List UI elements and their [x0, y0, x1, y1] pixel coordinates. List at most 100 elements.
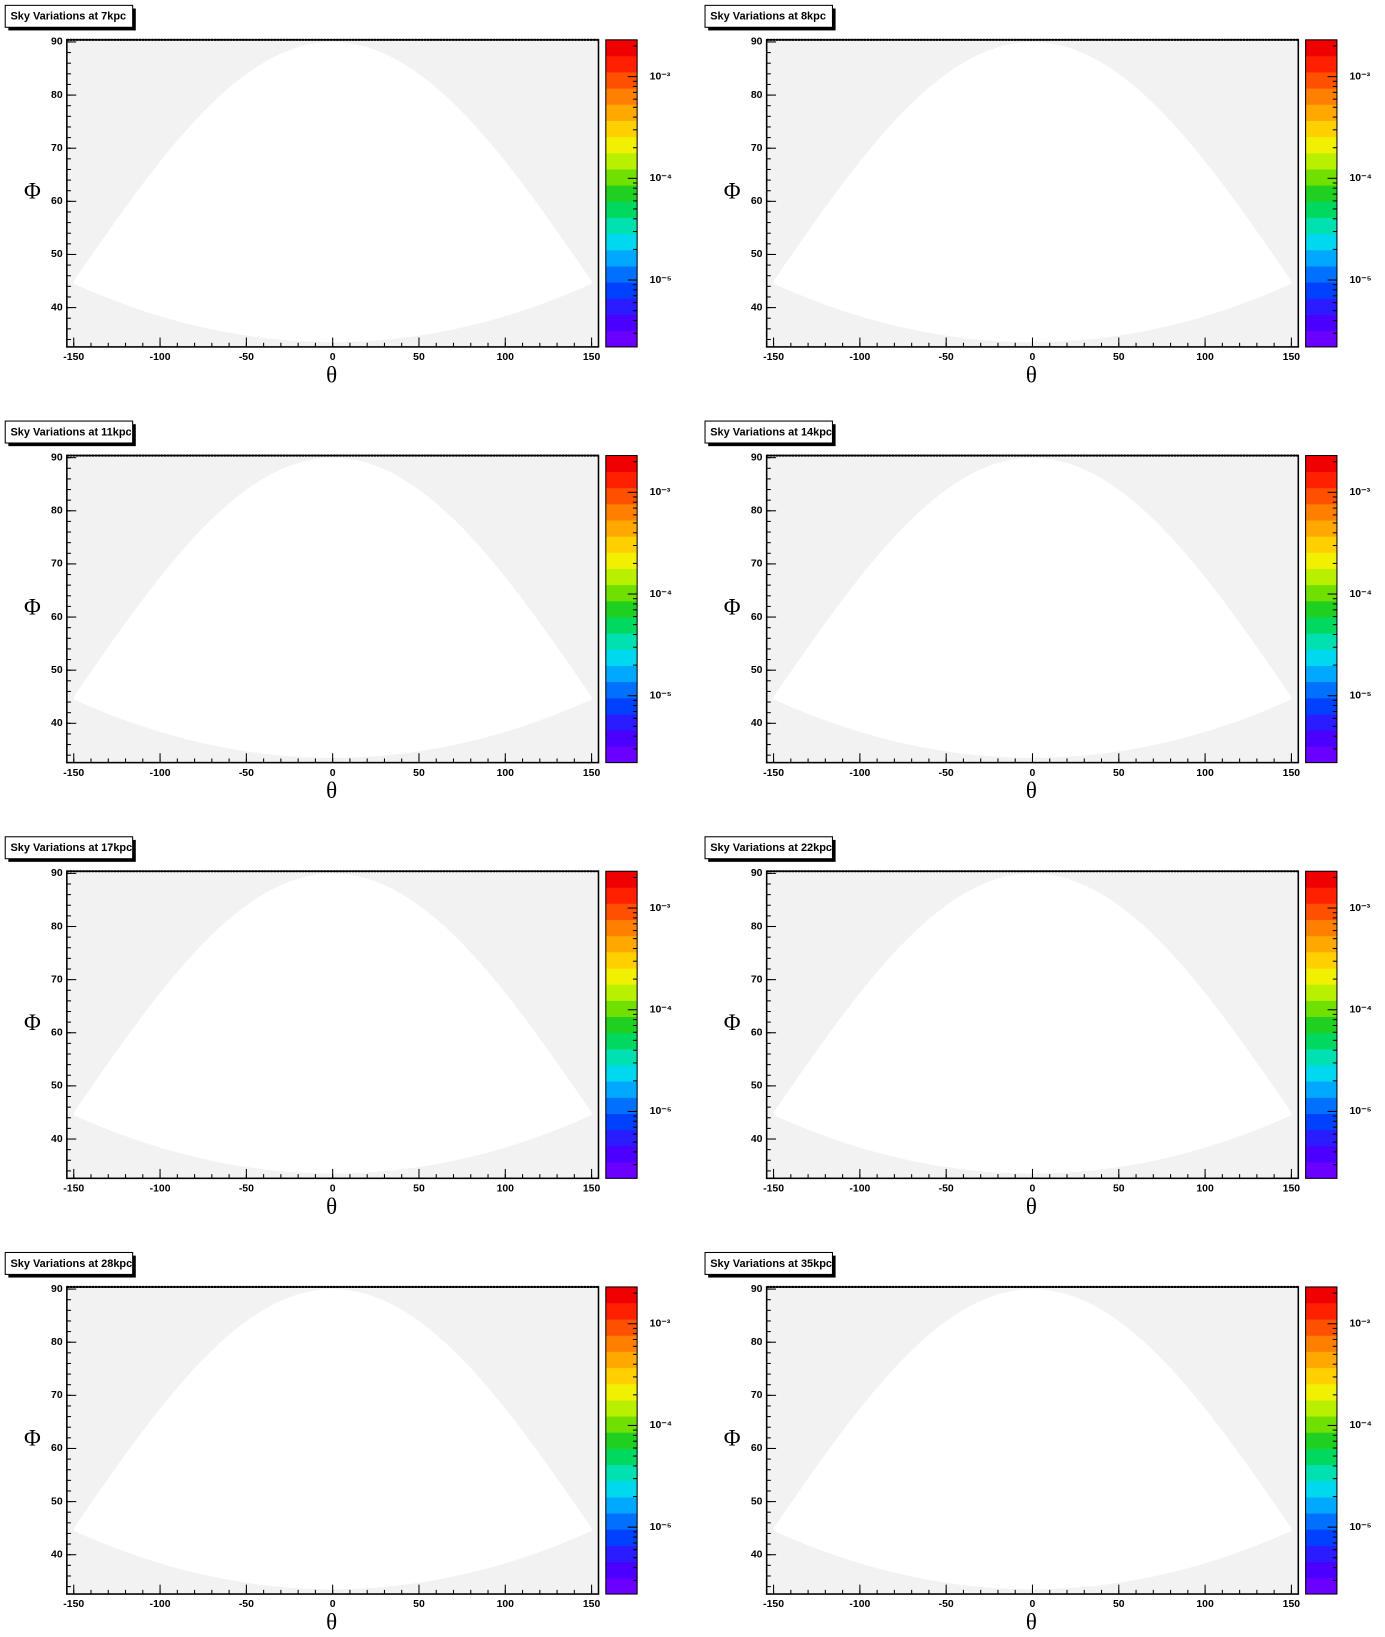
colorbar-cell	[1305, 676, 1337, 683]
x-tick-label: -50	[939, 1599, 954, 1610]
colorbar-cell	[605, 1518, 638, 1525]
colorbar-cell	[1305, 293, 1337, 299]
colorbar-tick-label: 10⁻⁵	[650, 691, 672, 702]
colorbar-cell	[1305, 654, 1337, 661]
colorbar-cell	[1305, 1545, 1337, 1552]
colorbar-cell	[605, 126, 638, 132]
colorbar-cell	[605, 1097, 638, 1104]
x-tick-label: -150	[763, 768, 784, 779]
colorbar-cell	[605, 584, 638, 591]
colorbar-cell	[1305, 1059, 1337, 1066]
x-tick-label: 100	[1196, 1599, 1214, 1610]
colorbar-cell	[1305, 244, 1337, 251]
title-box	[704, 420, 833, 444]
panel: -150 -100 -50 0 50 100 150 40 50 60 70 80 90 θ Φ 10⁻⁵ 10…	[4, 1251, 672, 1635]
y-tick-label: 60	[51, 612, 63, 623]
colorbar-cell	[605, 1005, 638, 1012]
y-tick-label: 40	[751, 302, 763, 313]
colorbar-cell	[605, 536, 638, 543]
colorbar-cell	[1305, 142, 1337, 148]
colorbar-cell	[605, 995, 638, 1001]
colorbar-cell	[605, 687, 638, 693]
colorbar-cell	[1305, 77, 1337, 84]
colorbar-cell	[605, 1480, 638, 1487]
colorbar-cell	[1305, 989, 1337, 996]
colorbar-cell	[1305, 1151, 1337, 1158]
x-tick-label: 0	[1030, 1599, 1036, 1610]
x-tick-label: 100	[497, 1599, 515, 1610]
colorbar-cell	[1305, 185, 1337, 191]
colorbar-cell	[605, 919, 638, 926]
colorbar-cell	[605, 697, 638, 704]
x-tick-label: 50	[413, 1184, 425, 1195]
colorbar-cell	[1305, 1156, 1337, 1163]
colorbar-cell	[1305, 1540, 1337, 1546]
colorbar-cell	[1305, 1146, 1337, 1152]
colorbar-cell	[1305, 1448, 1337, 1455]
colorbar-cell	[605, 908, 638, 915]
colorbar-cell	[1305, 255, 1337, 262]
x-tick-label: 0	[330, 1599, 336, 1610]
colorbar-cell	[605, 735, 638, 742]
colorbar-cell	[605, 1556, 638, 1563]
y-tick-label: 40	[751, 1134, 763, 1145]
x-tick-label: 0	[330, 768, 336, 779]
colorbar-cell	[605, 55, 638, 62]
colorbar-cell	[605, 61, 638, 68]
colorbar-cell	[605, 1308, 638, 1315]
colorbar-cell	[1305, 174, 1337, 181]
colorbar-cell	[1305, 1303, 1337, 1309]
colorbar-cell	[1305, 751, 1337, 758]
x-tick-label: 150	[583, 768, 601, 779]
colorbar-cell	[605, 1572, 638, 1579]
colorbar-cell	[605, 574, 638, 580]
y-tick-label: 50	[51, 665, 63, 676]
colorbar-cell	[605, 120, 638, 127]
colorbar-cell	[1305, 1577, 1337, 1584]
colorbar-cell	[1305, 941, 1337, 947]
colorbar-tick-label: 10⁻⁵	[1349, 691, 1371, 702]
colorbar-cell	[1305, 249, 1337, 256]
colorbar-cell	[1305, 1070, 1337, 1077]
colorbar-cell	[1305, 952, 1337, 958]
colorbar-cell	[1305, 45, 1337, 51]
colorbar-cell	[1305, 579, 1337, 586]
colorbar-cell	[605, 541, 638, 548]
colorbar-cell	[1305, 908, 1337, 915]
colorbar-cell	[1305, 115, 1337, 121]
colorbar-cell	[1305, 930, 1337, 937]
y-tick-label: 90	[751, 37, 763, 48]
y-axis-label: Φ	[24, 1010, 41, 1035]
colorbar-cell	[1305, 1097, 1337, 1104]
colorbar-cell	[1305, 169, 1337, 175]
colorbar-cell	[605, 152, 638, 159]
colorbar-cell	[1305, 649, 1337, 656]
colorbar-cell	[1305, 212, 1337, 218]
colorbar-cell	[605, 708, 638, 715]
colorbar-cell	[605, 903, 638, 910]
colorbar-cell	[1305, 126, 1337, 132]
colorbar-cell	[1305, 1491, 1337, 1498]
colorbar-cell	[1305, 303, 1337, 310]
colorbar-cell	[1305, 460, 1337, 467]
y-tick-label: 50	[751, 1081, 763, 1092]
colorbar-cell	[1305, 547, 1337, 553]
colorbar-cell	[605, 341, 638, 348]
x-tick-label: -50	[239, 768, 254, 779]
colorbar-cell	[1305, 504, 1337, 510]
colorbar-cell	[605, 1140, 638, 1147]
y-tick-label: 40	[51, 718, 63, 729]
colorbar-tick-label: 10⁻⁴	[1349, 1005, 1371, 1016]
colorbar-cell	[1305, 1102, 1337, 1109]
title-box	[4, 420, 134, 444]
colorbar-cell	[605, 93, 638, 100]
colorbar-tick-label: 10⁻⁵	[1349, 275, 1371, 286]
colorbar-cell	[605, 882, 638, 888]
colorbar-cell	[1305, 946, 1337, 953]
colorbar-cell	[605, 1346, 638, 1352]
colorbar-cell	[1305, 1022, 1337, 1028]
colorbar-cell	[605, 1427, 638, 1433]
colorbar-cell	[1305, 525, 1337, 532]
colorbar-cell	[1305, 1480, 1337, 1487]
colorbar-cell	[605, 1491, 638, 1498]
